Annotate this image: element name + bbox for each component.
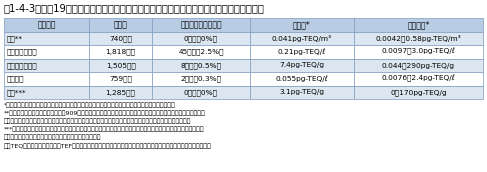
- Bar: [4, 58, 89, 72]
- Text: 0.041pg-TEQ/m³: 0.041pg-TEQ/m³: [272, 35, 332, 42]
- Bar: [250, 72, 354, 85]
- Text: 3.1pg-TEQ/g: 3.1pg-TEQ/g: [280, 89, 324, 95]
- Text: 0.0076～2.4pg-TEQ/ℓ: 0.0076～2.4pg-TEQ/ℓ: [381, 75, 455, 82]
- Text: 740地点: 740地点: [109, 35, 132, 42]
- Bar: [354, 18, 483, 31]
- Bar: [152, 18, 250, 31]
- Text: 0.21pg-TEQ/ℓ: 0.21pg-TEQ/ℓ: [278, 49, 326, 55]
- Bar: [250, 45, 354, 58]
- Text: 濃度範囲*: 濃度範囲*: [407, 20, 430, 29]
- Text: 公共用水域水質: 公共用水域水質: [7, 49, 37, 55]
- Bar: [4, 31, 89, 45]
- Text: 1,285地点: 1,285地点: [106, 89, 135, 96]
- Bar: [4, 45, 89, 58]
- Text: 平均値*: 平均値*: [293, 20, 311, 29]
- Text: 注：TEQとは、毒性等価係数（TEF）を用いてダイオキシン類の毒性を足し合わせた値（通常、毒性等量という。）。: 注：TEQとは、毒性等価係数（TEF）を用いてダイオキシン類の毒性を足し合わせた…: [4, 143, 212, 149]
- Text: *：平均値は各地点の年間平均値の平均値であり、濃度範囲は年間平均値の最小値及び最大値である。: *：平均値は各地点の年間平均値の平均値であり、濃度範囲は年間平均値の最小値及び最…: [4, 102, 176, 108]
- Text: 0～170pg-TEQ/g: 0～170pg-TEQ/g: [390, 89, 447, 96]
- Text: **：大気については、全調査地点（909地点）のうち、年間平均値を環境基準により評価することとしている地点に: **：大気については、全調査地点（909地点）のうち、年間平均値を環境基準により…: [4, 110, 206, 116]
- Bar: [354, 72, 483, 85]
- Text: 地下水質: 地下水質: [7, 76, 24, 82]
- Text: 0.044～290pg-TEQ/g: 0.044～290pg-TEQ/g: [382, 62, 455, 69]
- Text: 表1-4-3　平成19年度ダイオキシン類に係る環境調査結果（モニタリングデータ）（概要）: 表1-4-3 平成19年度ダイオキシン類に係る環境調査結果（モニタリングデータ）…: [4, 3, 265, 13]
- Bar: [354, 31, 483, 45]
- Bar: [89, 85, 152, 99]
- Bar: [250, 18, 354, 31]
- Text: 公共用水域底質: 公共用水域底質: [7, 62, 37, 69]
- Text: 地点数: 地点数: [113, 20, 128, 29]
- Bar: [4, 18, 89, 31]
- Bar: [152, 45, 250, 58]
- Text: 0地点（0%）: 0地点（0%）: [184, 89, 218, 96]
- Text: 0.0042～0.58pg-TEQ/m³: 0.0042～0.58pg-TEQ/m³: [375, 34, 461, 42]
- Bar: [250, 31, 354, 45]
- Text: 土壌***: 土壌***: [7, 89, 27, 96]
- Bar: [152, 72, 250, 85]
- Bar: [89, 72, 152, 85]
- Bar: [89, 58, 152, 72]
- Bar: [250, 58, 354, 72]
- Text: 0.055pg-TEQ/ℓ: 0.055pg-TEQ/ℓ: [276, 76, 328, 82]
- Bar: [354, 58, 483, 72]
- Text: 汚染範囲を確定するための調査等の結果は含まない。: 汚染範囲を確定するための調査等の結果は含まない。: [4, 135, 101, 140]
- Text: 759地点: 759地点: [109, 76, 132, 82]
- Bar: [89, 45, 152, 58]
- Bar: [89, 18, 152, 31]
- Text: 1,505地点: 1,505地点: [106, 62, 135, 69]
- Bar: [89, 31, 152, 45]
- Text: ついての結果であり、環境省の定点調査結果及び大気汚染防止法政令市が独自に実施した調査結果を含む。: ついての結果であり、環境省の定点調査結果及び大気汚染防止法政令市が独自に実施した…: [4, 118, 191, 124]
- Bar: [152, 85, 250, 99]
- Text: 環境基準超過地点数: 環境基準超過地点数: [180, 20, 222, 29]
- Bar: [152, 31, 250, 45]
- Bar: [152, 58, 250, 72]
- Bar: [4, 85, 89, 99]
- Text: 0地点（0%）: 0地点（0%）: [184, 35, 218, 42]
- Text: 1,818地点: 1,818地点: [106, 49, 135, 55]
- Text: ***：土壌については、環境の一般的状況を調査（一般環境把握調査及び発生源周辺状況把握調査）した結果であり、: ***：土壌については、環境の一般的状況を調査（一般環境把握調査及び発生源周辺状…: [4, 127, 205, 132]
- Bar: [4, 72, 89, 85]
- Text: 環境媒体: 環境媒体: [37, 20, 56, 29]
- Text: 0.0097～3.0pg-TEQ/ℓ: 0.0097～3.0pg-TEQ/ℓ: [381, 48, 455, 55]
- Text: 大気**: 大気**: [7, 35, 23, 42]
- Bar: [250, 85, 354, 99]
- Bar: [354, 45, 483, 58]
- Text: 45地点（2.5%）: 45地点（2.5%）: [178, 49, 224, 55]
- Text: 2地点（0.3%）: 2地点（0.3%）: [181, 76, 222, 82]
- Text: 8地点（0.5%）: 8地点（0.5%）: [181, 62, 222, 69]
- Bar: [354, 85, 483, 99]
- Text: 7.4pg-TEQ/g: 7.4pg-TEQ/g: [280, 62, 324, 68]
